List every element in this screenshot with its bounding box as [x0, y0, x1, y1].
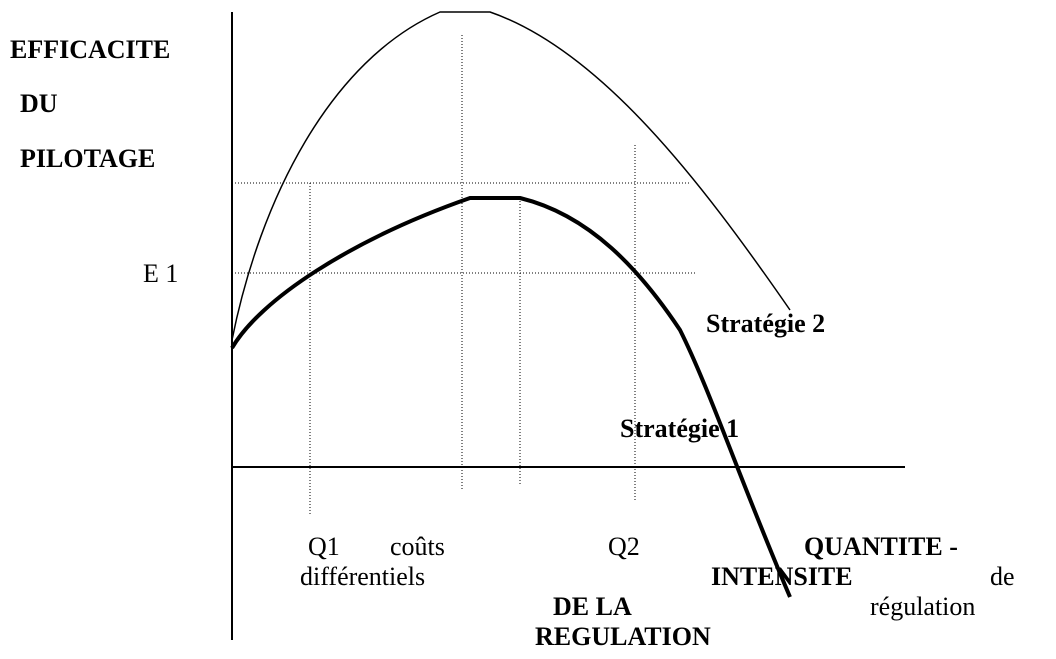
label: QUANTITE -	[804, 532, 958, 561]
label: coûts	[390, 532, 445, 561]
label: REGULATION	[535, 622, 711, 651]
label: DE LA	[553, 592, 632, 621]
curve-strategie-2	[231, 11, 791, 341]
label: E 1	[143, 259, 178, 288]
label: Stratégie 2	[706, 309, 825, 338]
label: régulation	[870, 592, 975, 621]
label: de	[990, 562, 1015, 591]
label: Q2	[608, 532, 640, 561]
curve-strategie-1	[230, 196, 792, 598]
label: différentiels	[300, 562, 425, 591]
label: DU	[20, 89, 58, 118]
label: INTENSITE	[711, 562, 853, 591]
label: EFFICACITE	[10, 35, 170, 64]
label: Q1	[308, 532, 340, 561]
label: PILOTAGE	[20, 144, 155, 173]
label: Stratégie 1	[620, 414, 739, 443]
